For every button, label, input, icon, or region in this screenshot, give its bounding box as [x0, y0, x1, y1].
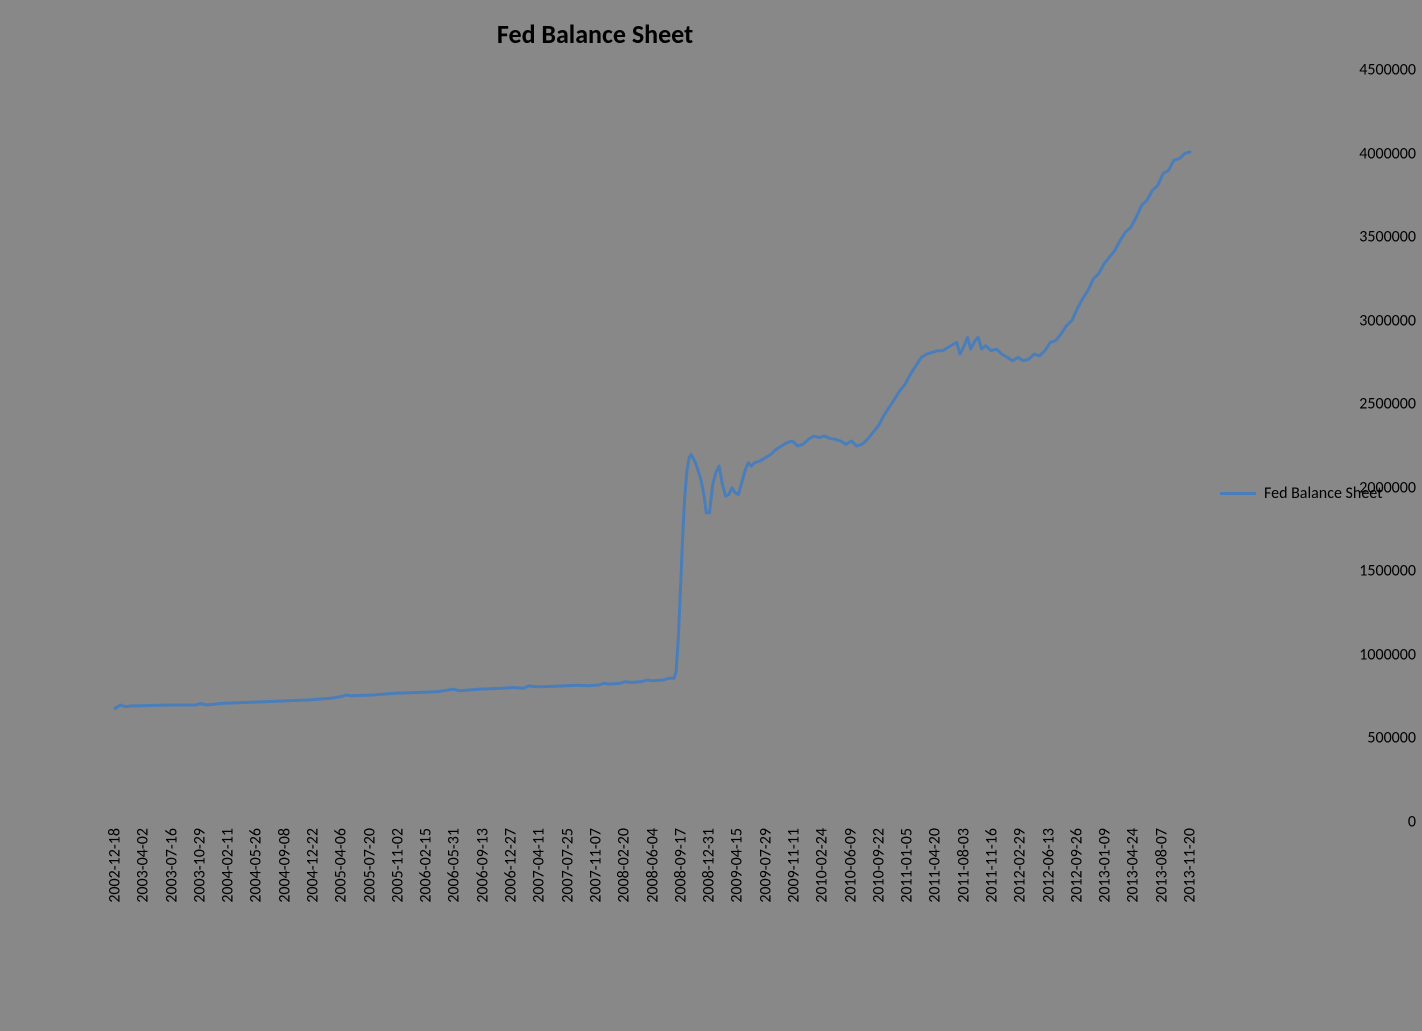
- x-tick-label: 2006-02-15: [417, 828, 436, 903]
- x-tick-label: 2008-02-20: [615, 828, 634, 903]
- x-tick-label: 2004-02-11: [219, 828, 238, 903]
- x-tick-label: 2007-04-11: [530, 828, 549, 903]
- x-tick-label: 2010-06-09: [841, 828, 860, 903]
- x-tick-label: 2008-09-17: [671, 828, 690, 903]
- x-tick-label: 2012-09-26: [1067, 828, 1086, 903]
- x-tick-label: 2006-05-31: [445, 828, 464, 903]
- legend-swatch: [1220, 492, 1256, 495]
- chart-container: Fed Balance Sheet 0 500000 1000000 1500000 2…: [0, 0, 1422, 1031]
- y-tick-label: 4000000: [1309, 144, 1416, 163]
- y-tick-label: 500000: [1309, 729, 1416, 748]
- x-tick-label: 2010-09-22: [869, 828, 888, 903]
- legend: Fed Balance Sheet: [1220, 484, 1383, 503]
- legend-label: Fed Balance Sheet: [1264, 484, 1383, 503]
- x-tick-label: 2006-12-27: [502, 828, 521, 903]
- x-tick-label: 2011-11-16: [982, 828, 1001, 903]
- x-tick-label: 2013-08-07: [1152, 828, 1171, 903]
- x-tick-label: 2004-05-26: [247, 828, 266, 903]
- x-tick-label: 2007-07-25: [558, 828, 577, 903]
- x-tick-label: 2012-06-13: [1039, 828, 1058, 903]
- y-tick-label: 3000000: [1309, 311, 1416, 330]
- x-tick-label: 2005-04-06: [332, 828, 351, 903]
- y-tick-label: 1500000: [1309, 562, 1416, 581]
- x-tick-label: 2013-04-24: [1124, 828, 1143, 903]
- x-tick-label: 2003-10-29: [190, 828, 209, 903]
- y-tick-label: 4500000: [1309, 61, 1416, 80]
- x-tick-label: 2013-01-09: [1096, 828, 1115, 903]
- x-tick-label: 2008-06-04: [643, 828, 662, 903]
- x-tick-label: 2007-11-07: [586, 828, 605, 903]
- x-tick-label: 2004-12-22: [304, 828, 323, 903]
- y-tick-label: 0: [1309, 813, 1416, 832]
- x-tick-label: 2003-04-02: [134, 828, 153, 903]
- x-tick-label: 2005-11-02: [388, 828, 407, 903]
- chart-title: Fed Balance Sheet: [0, 18, 1190, 50]
- line-series: [115, 70, 1190, 822]
- x-tick-label: 2002-12-18: [106, 828, 125, 903]
- x-tick-label: 2004-09-08: [275, 828, 294, 903]
- x-tick-label: 2011-04-20: [926, 828, 945, 903]
- y-tick-label: 3500000: [1309, 228, 1416, 247]
- x-tick-label: 2009-07-29: [756, 828, 775, 903]
- x-tick-label: 2013-11-20: [1181, 828, 1200, 903]
- x-tick-label: 2009-04-15: [728, 828, 747, 903]
- x-tick-label: 2003-07-16: [162, 828, 181, 903]
- x-tick-label: 2008-12-31: [700, 828, 719, 903]
- plot-area: [115, 70, 1190, 822]
- x-tick-label: 2011-08-03: [954, 828, 973, 903]
- x-tick-label: 2009-11-11: [784, 828, 803, 903]
- x-tick-label: 2012-02-29: [1011, 828, 1030, 903]
- y-tick-label: 1000000: [1309, 645, 1416, 664]
- x-tick-label: 2010-02-24: [813, 828, 832, 903]
- x-tick-label: 2005-07-20: [360, 828, 379, 903]
- x-tick-label: 2006-09-13: [473, 828, 492, 903]
- x-tick-label: 2011-01-05: [898, 828, 917, 903]
- y-tick-label: 2500000: [1309, 395, 1416, 414]
